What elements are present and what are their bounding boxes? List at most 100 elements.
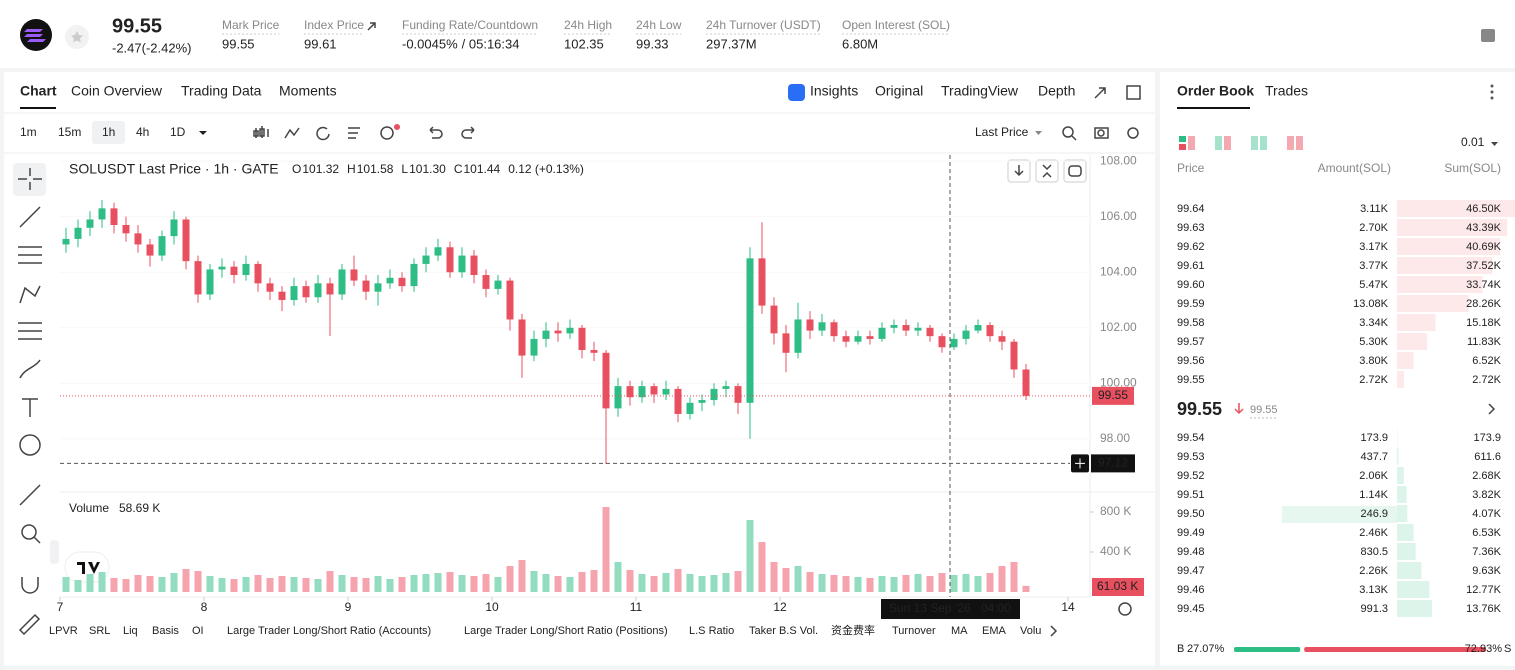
indicator[interactable]: Basis: [152, 625, 179, 637]
volume-bar: [290, 577, 298, 592]
indicator[interactable]: Large Trader Long/Short Ratio (Positions…: [464, 625, 668, 637]
indicator[interactable]: LPVR: [49, 625, 78, 637]
book-icon[interactable]: [1481, 29, 1495, 42]
dropdown[interactable]: [1491, 142, 1498, 146]
candle-body: [302, 286, 310, 298]
book-price[interactable]: 99.62: [1177, 241, 1205, 253]
crosshair-date: Sun 13 Sep '26: [889, 601, 971, 615]
interval[interactable]: 1D: [170, 125, 186, 139]
book-amount: 2.72K: [1359, 374, 1388, 386]
tab[interactable]: Trading Data: [181, 83, 262, 99]
book-price[interactable]: 99.64: [1177, 203, 1205, 215]
book-price[interactable]: 99.50: [1177, 508, 1205, 520]
tab[interactable]: Chart: [20, 83, 57, 99]
indicator[interactable]: EMA: [982, 625, 1007, 637]
countdown: / 05:16:34: [462, 36, 520, 51]
book-price[interactable]: 99.61: [1177, 260, 1205, 272]
down-arrow: [1234, 403, 1244, 415]
interval[interactable]: 4h: [136, 125, 149, 139]
candle-body: [998, 336, 1006, 342]
book-price[interactable]: 99.54: [1177, 432, 1205, 444]
book-price[interactable]: 99.63: [1177, 222, 1205, 234]
book-price[interactable]: 99.49: [1177, 527, 1205, 539]
book-price[interactable]: 99.45: [1177, 603, 1205, 615]
indicator[interactable]: Turnover: [892, 625, 936, 637]
candle-body: [734, 386, 742, 403]
drawing-tools[interactable]: [13, 163, 46, 636]
volume-bar: [638, 574, 646, 592]
candle-body: [506, 280, 514, 320]
settings[interactable]: [1118, 602, 1132, 616]
more-arrow[interactable]: [1050, 625, 1058, 637]
y-tick-label: 108.00: [1100, 153, 1137, 167]
indicator[interactable]: Taker B.S Vol.: [749, 625, 818, 637]
indicator[interactable]: L.S Ratio: [689, 625, 734, 637]
book-price[interactable]: 99.52: [1177, 470, 1205, 482]
book-sum: 6.53K: [1472, 527, 1501, 539]
candle-body: [842, 336, 850, 342]
volume-bar: [302, 578, 310, 592]
last-price-box: [1092, 386, 1134, 405]
view-tab[interactable]: Depth: [1038, 83, 1075, 99]
view-tab[interactable]: TradingView: [941, 83, 1019, 99]
book-price[interactable]: 99.53: [1177, 451, 1205, 463]
candle-body: [650, 386, 658, 395]
book-price[interactable]: 99.60: [1177, 279, 1205, 291]
indicator[interactable]: MA: [951, 625, 968, 637]
book-sum: 15.18K: [1466, 317, 1502, 329]
mid-arrow[interactable]: [1488, 403, 1496, 415]
candle-body: [62, 238, 70, 245]
book-tab[interactable]: Trades: [1265, 83, 1308, 99]
legend-key: H: [347, 162, 356, 176]
indicator[interactable]: 资金费率: [831, 623, 875, 637]
candle-body: [830, 322, 838, 337]
book-price[interactable]: 99.59: [1177, 298, 1205, 310]
expand-icon[interactable]: [1094, 87, 1106, 99]
buy-label: B: [1177, 643, 1184, 655]
candle-body: [278, 291, 286, 301]
precision[interactable]: 0.01: [1461, 135, 1485, 149]
indicator[interactable]: Liq: [123, 625, 138, 637]
pane-buttons[interactable]: [1007, 159, 1087, 183]
book-amount: 173.9: [1360, 432, 1388, 444]
dropdown[interactable]: [1035, 131, 1042, 135]
indicator[interactable]: OI: [192, 625, 204, 637]
top-bar: [0, 0, 1515, 68]
candle-body: [470, 255, 478, 276]
book-sum: 9.63K: [1472, 565, 1501, 577]
book-price[interactable]: 99.46: [1177, 584, 1205, 596]
volume-bar: [662, 573, 670, 592]
indicator[interactable]: Volu: [1020, 625, 1041, 637]
window-icon[interactable]: [1126, 85, 1141, 100]
collapse-handle[interactable]: [50, 540, 59, 564]
book-view-icons[interactable]: [1179, 136, 1303, 150]
sell-bar: [1304, 647, 1486, 652]
tab[interactable]: Moments: [279, 83, 337, 99]
book-price[interactable]: 99.51: [1177, 489, 1205, 501]
book-price[interactable]: 99.47: [1177, 565, 1205, 577]
book-price[interactable]: 99.55: [1177, 374, 1205, 386]
tab[interactable]: Coin Overview: [71, 83, 163, 99]
view-tab[interactable]: Insights: [810, 83, 858, 99]
interval[interactable]: 1h: [102, 125, 115, 139]
y-tick-label: 100.00: [1100, 376, 1137, 390]
indicator[interactable]: SRL: [89, 625, 110, 637]
volume-bar: [242, 577, 250, 592]
candle-body: [182, 219, 190, 262]
interval[interactable]: 15m: [58, 125, 81, 139]
interval[interactable]: 1m: [20, 125, 37, 139]
volume-bar: [350, 577, 358, 592]
price-source[interactable]: Last Price: [975, 125, 1029, 139]
book-price[interactable]: 99.57: [1177, 336, 1205, 348]
book-price[interactable]: 99.48: [1177, 546, 1205, 558]
book-tab[interactable]: Order Book: [1177, 83, 1254, 99]
volume-bar: [422, 574, 430, 592]
book-price[interactable]: 99.56: [1177, 355, 1205, 367]
indicator[interactable]: Large Trader Long/Short Ratio (Accounts): [227, 625, 431, 637]
view-tab[interactable]: Original: [875, 83, 923, 99]
dropdown[interactable]: [199, 131, 207, 135]
book-price[interactable]: 99.58: [1177, 317, 1205, 329]
depth-bar: [1397, 524, 1414, 541]
book-menu[interactable]: [1490, 84, 1494, 100]
